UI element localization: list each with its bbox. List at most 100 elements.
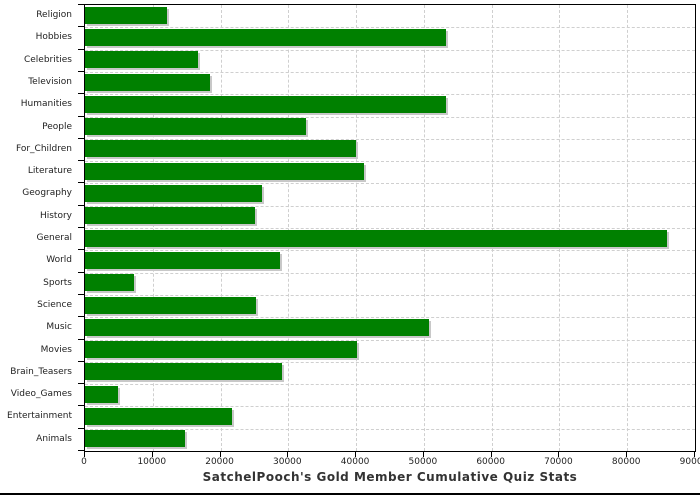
horizontal-gridline: [85, 428, 695, 430]
bar-Entertainment: [85, 408, 233, 426]
y-axis-tick: [78, 293, 84, 295]
x-axis-tick-label: 0: [81, 457, 87, 467]
y-axis-label: Animals: [36, 433, 72, 444]
y-axis-tick: [78, 405, 84, 407]
bar-Music: [85, 318, 430, 336]
bar-Literature: [85, 162, 365, 180]
bar-Hobbies: [85, 28, 446, 46]
x-axis-tick: [558, 452, 560, 457]
y-axis-label: Religion: [36, 10, 72, 20]
y-axis-tick: [78, 450, 84, 451]
y-axis-tick: [78, 93, 84, 95]
bar-Geography: [85, 185, 262, 203]
y-axis-label: Literature: [27, 166, 72, 177]
y-axis-label: General: [36, 233, 72, 243]
x-axis-tick-label: 80000: [611, 457, 641, 467]
y-axis-tick: [78, 427, 84, 429]
x-axis-tick: [490, 452, 492, 457]
x-axis-tick: [151, 452, 153, 457]
y-axis-tick: [78, 227, 84, 228]
x-axis-tick: [84, 452, 85, 457]
y-axis-tick: [78, 271, 84, 273]
bar-Sports: [85, 274, 134, 292]
x-axis-tick: [219, 452, 221, 457]
horizontal-gridline: [85, 161, 695, 163]
bar-Celebrities: [85, 51, 199, 69]
bar-History: [85, 207, 256, 225]
y-axis-tick: [78, 383, 84, 385]
bar-People: [85, 118, 306, 136]
y-axis-label: Science: [37, 299, 72, 310]
y-axis-label: Sports: [43, 277, 72, 288]
y-axis-label: Movies: [40, 344, 72, 355]
bar-Science: [85, 296, 257, 314]
horizontal-gridline: [85, 406, 695, 408]
horizontal-gridline: [85, 138, 695, 140]
horizontal-gridline: [85, 294, 695, 296]
horizontal-gridline: [85, 183, 695, 185]
horizontal-gridline: [85, 361, 695, 363]
x-axis-tick: [287, 452, 289, 457]
y-axis-label: People: [42, 121, 72, 132]
bar-Brain_Teasers: [85, 363, 283, 381]
y-axis-tick: [78, 70, 84, 72]
y-axis-label: World: [46, 255, 72, 266]
y-axis-tick: [78, 204, 84, 206]
y-axis-label: History: [39, 210, 72, 221]
horizontal-gridline: [85, 339, 695, 341]
x-axis-tick-label: 60000: [476, 457, 505, 467]
horizontal-gridline: [85, 384, 695, 386]
horizontal-gridline: [85, 49, 695, 51]
horizontal-gridline: [85, 116, 695, 118]
horizontal-gridline: [85, 272, 695, 274]
y-axis-label: Hobbies: [35, 32, 72, 43]
bar-Television: [85, 73, 210, 91]
y-axis-tick: [78, 137, 84, 139]
y-axis-tick: [78, 338, 84, 340]
horizontal-gridline: [85, 228, 695, 229]
bar-Video_Games: [85, 385, 119, 403]
y-axis-tick: [78, 360, 84, 362]
bar-Animals: [85, 430, 185, 448]
horizontal-gridline: [85, 205, 695, 207]
x-axis-tick-label: 50000: [408, 457, 438, 467]
x-axis-tick-label: 30000: [273, 457, 302, 467]
y-axis-tick: [78, 26, 84, 28]
y-axis-label: Brain_Teasers: [10, 366, 72, 377]
x-axis-tick-label: 20000: [205, 457, 234, 467]
y-axis-label: Geography: [22, 188, 72, 199]
plot-area: [84, 4, 696, 452]
y-axis-label: Celebrities: [23, 54, 72, 65]
bar-Movies: [85, 341, 357, 359]
chart-title: SatchelPooch's Gold Member Cumulative Qu…: [202, 470, 578, 484]
y-axis-label: Entertainment: [7, 411, 72, 422]
y-axis-tick: [78, 4, 84, 5]
x-axis-tick-label: 40000: [340, 457, 370, 467]
horizontal-gridline: [85, 317, 695, 319]
y-axis-tick: [78, 182, 84, 184]
y-axis-tick: [78, 115, 84, 117]
y-axis-tick: [78, 249, 84, 251]
y-axis-tick: [78, 160, 84, 162]
bar-Humanities: [85, 95, 447, 113]
horizontal-gridline: [85, 71, 695, 73]
bottom-divider: [0, 493, 700, 495]
bar-Religion: [85, 6, 167, 24]
y-axis-label: Music: [46, 322, 72, 333]
y-axis-label: Video_Games: [10, 389, 72, 400]
y-axis-label: Television: [28, 76, 72, 87]
bar-General: [85, 229, 668, 247]
bar-For_Children: [85, 140, 357, 158]
bar-World: [85, 251, 280, 269]
x-axis-tick-label: 10000: [137, 457, 167, 467]
y-axis-tick: [78, 48, 84, 50]
horizontal-gridline: [85, 250, 695, 252]
x-axis-tick-label: 70000: [544, 457, 573, 467]
y-axis-label: For_Children: [15, 143, 72, 154]
x-axis-tick: [694, 452, 695, 457]
x-axis-tick: [626, 452, 628, 457]
x-axis-tick: [355, 452, 357, 457]
x-axis-tick: [422, 452, 424, 457]
y-axis-tick: [78, 316, 84, 318]
